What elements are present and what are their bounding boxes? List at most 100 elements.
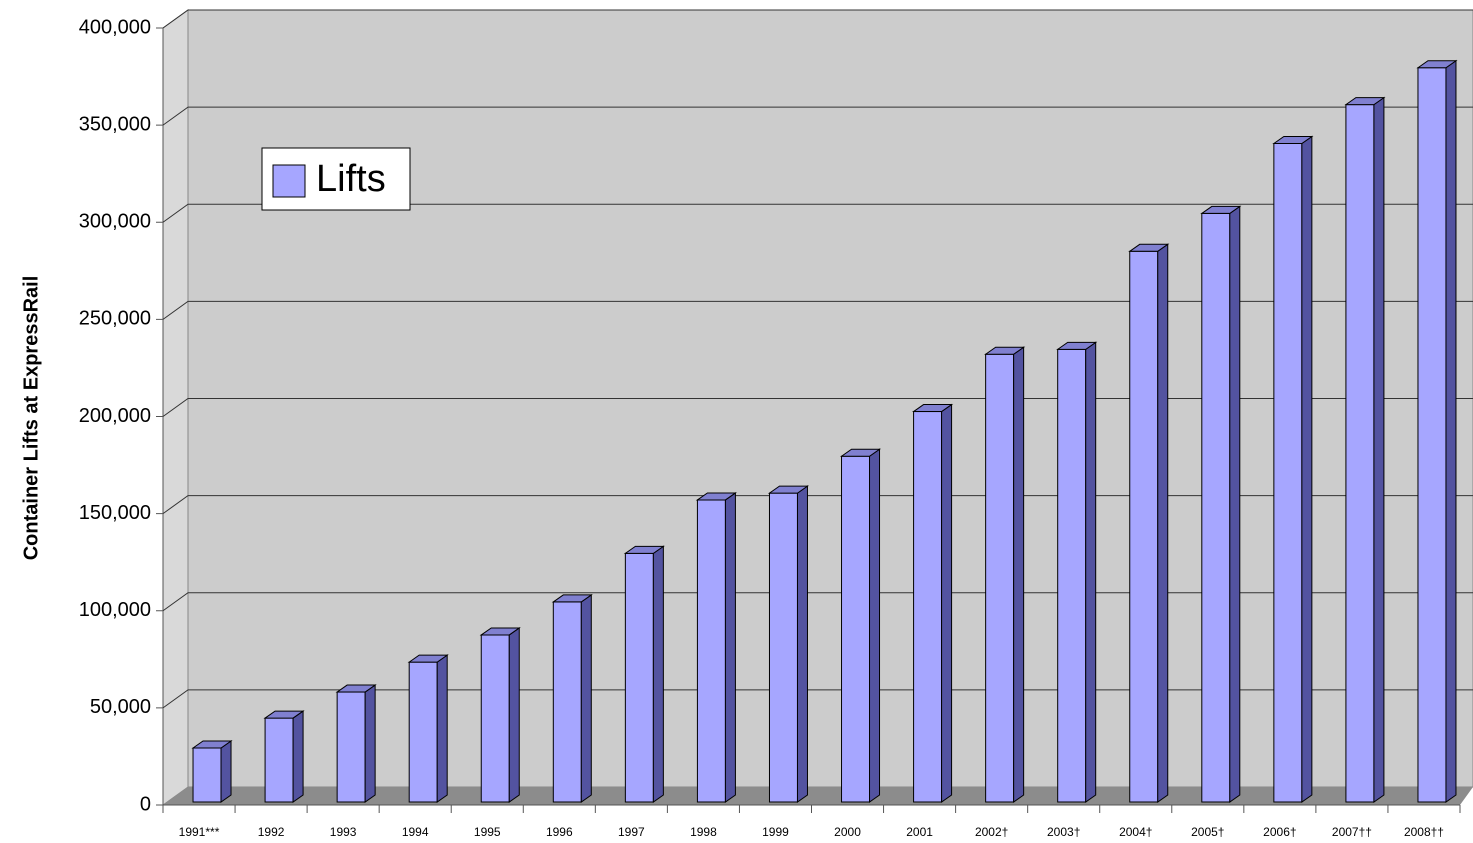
bar-side xyxy=(364,684,376,803)
x-tick-label: 1999 xyxy=(762,825,789,839)
bar-front xyxy=(1057,348,1087,803)
bar-side xyxy=(796,485,808,803)
bar-top xyxy=(335,684,377,693)
bar xyxy=(479,626,521,803)
legend-label: Lifts xyxy=(316,158,386,200)
bar-top xyxy=(263,710,305,719)
x-tick-label: 1997 xyxy=(618,825,645,839)
bar-side xyxy=(1157,243,1169,803)
y-tick-label: 250,000 xyxy=(79,308,151,330)
x-tick-label: 2004† xyxy=(1119,825,1152,839)
bar-side xyxy=(436,654,448,803)
bar-side xyxy=(869,448,881,803)
bar-side xyxy=(1445,59,1457,803)
bar-side xyxy=(1229,205,1241,803)
bar xyxy=(1416,59,1458,803)
x-tick-label: 2005† xyxy=(1191,825,1224,839)
bar-front xyxy=(408,661,438,803)
x-tick-label: 2000 xyxy=(834,825,861,839)
bar-front xyxy=(192,747,222,803)
bar-front xyxy=(913,411,943,803)
bar-side xyxy=(508,626,520,803)
bar-side xyxy=(941,403,953,803)
bar-top xyxy=(191,740,233,749)
bar-front xyxy=(841,455,871,803)
bar-front xyxy=(1417,67,1447,803)
bar xyxy=(911,403,954,803)
bar xyxy=(407,654,449,803)
x-tick-label: 1995 xyxy=(474,825,501,839)
bar xyxy=(551,593,593,803)
bar xyxy=(767,485,810,803)
x-tick-label: 1992 xyxy=(258,825,285,839)
bar-top xyxy=(407,654,449,663)
grid-line xyxy=(162,203,1473,223)
bar-front xyxy=(768,492,798,803)
bar-side xyxy=(1373,96,1385,803)
bar-top xyxy=(839,448,882,457)
bar xyxy=(623,545,665,803)
y-tick-label: 300,000 xyxy=(79,211,151,233)
bar xyxy=(984,346,1026,803)
grid-line xyxy=(162,9,1473,29)
grid-line xyxy=(162,300,1473,320)
legend: Lifts xyxy=(261,147,411,211)
bar-top xyxy=(479,627,521,636)
bar xyxy=(335,684,377,803)
x-tick-label: 2002† xyxy=(975,825,1008,839)
bar-front xyxy=(696,499,726,803)
grid-line xyxy=(162,495,1473,515)
bar-top xyxy=(984,346,1026,355)
bar xyxy=(1200,205,1242,803)
bar-top xyxy=(623,545,665,554)
bar xyxy=(839,448,882,803)
bar-front xyxy=(264,717,294,803)
bar-side xyxy=(292,710,304,803)
x-tick-label: 1998 xyxy=(690,825,717,839)
x-tick-label: 2006† xyxy=(1263,825,1296,839)
x-tick-label: 1994 xyxy=(402,825,429,839)
y-tick-label: 350,000 xyxy=(79,113,151,135)
bar-top xyxy=(1416,60,1458,69)
x-tick-label: 1991*** xyxy=(179,825,220,839)
bar-top xyxy=(1272,135,1314,144)
bar-side xyxy=(580,593,592,803)
bar xyxy=(1056,341,1098,803)
grid-line xyxy=(162,689,1473,709)
bar-top xyxy=(695,492,738,501)
x-tick-label: 2001 xyxy=(906,825,933,839)
x-tick-label: 2008†† xyxy=(1404,825,1444,839)
bar-front xyxy=(1129,250,1159,803)
bar-front xyxy=(985,353,1015,803)
grid-line xyxy=(162,106,1473,126)
bar xyxy=(263,710,305,803)
y-tick-label: 50,000 xyxy=(90,696,151,718)
x-tick-label: 1996 xyxy=(546,825,573,839)
bar xyxy=(1272,135,1314,803)
bar-side xyxy=(652,545,664,803)
x-tick-label: 1993 xyxy=(330,825,357,839)
bar-top xyxy=(1344,97,1386,106)
bar-top xyxy=(1200,205,1242,214)
y-axis-label: Container Lifts at ExpressRail xyxy=(20,276,42,561)
bar-front xyxy=(552,601,582,803)
bar xyxy=(695,491,738,803)
y-tick-label: 200,000 xyxy=(79,405,151,427)
y-tick-label: 100,000 xyxy=(79,599,151,621)
bar-top xyxy=(551,594,593,603)
bar-side xyxy=(1301,135,1313,803)
x-tick-label: 2003† xyxy=(1047,825,1080,839)
bar-front xyxy=(624,552,654,803)
bar-top xyxy=(767,485,810,494)
bar-front xyxy=(1273,142,1303,803)
grid-line xyxy=(162,592,1473,612)
bar-side xyxy=(220,740,232,803)
bar-side xyxy=(1085,341,1097,803)
bar xyxy=(191,740,233,803)
y-tick-label: 0 xyxy=(140,793,151,815)
bar-side xyxy=(1013,346,1025,803)
bar-top xyxy=(911,404,954,413)
grid-line xyxy=(162,398,1473,417)
y-tick-label: 400,000 xyxy=(79,16,151,38)
